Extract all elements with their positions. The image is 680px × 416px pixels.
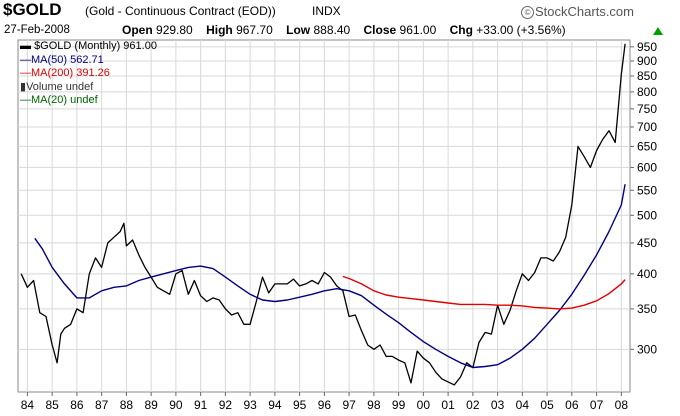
x-tick-label: 95 (293, 398, 307, 412)
y-tick-label: 350 (637, 302, 657, 316)
legend-text-ma50: MA(50) 562.71 (31, 53, 104, 66)
x-tick-label: 08 (615, 398, 629, 412)
legend-item-volume: ▮Volume undef (20, 81, 157, 95)
x-tick-label: 06 (565, 398, 579, 412)
x-tick-label: 92 (219, 398, 233, 412)
legend-marker-volume: ▮ (20, 80, 27, 93)
chart-exchange: INDX (312, 4, 341, 18)
x-tick-label: 88 (120, 398, 134, 412)
y-tick-label: 550 (637, 183, 657, 197)
series-line-ma50 (34, 184, 626, 369)
legend-item-gold: ▬ $GOLD (Monthly) 961.00 (20, 40, 157, 54)
series-line-gold (20, 43, 626, 386)
y-tick-label: 650 (637, 139, 657, 153)
high-label: High (206, 23, 233, 37)
x-tick-label: 98 (367, 398, 381, 412)
open-value: 929.80 (156, 23, 193, 37)
y-tick-label: 800 (637, 85, 657, 99)
x-tick-label: 96 (318, 398, 332, 412)
legend-text-ma20: MA(20) undef (31, 94, 98, 107)
legend-item-ma200: —MA(200) 391.26 (20, 67, 157, 81)
brand-text: StockCharts.com (535, 4, 634, 19)
chart-legend: ▬ $GOLD (Monthly) 961.00 —MA(50) 562.71 … (20, 40, 157, 108)
close-label: Close (363, 23, 397, 37)
x-tick-label: 05 (540, 398, 554, 412)
high-value: 967.70 (236, 23, 273, 37)
x-tick-label: 04 (516, 398, 530, 412)
x-tick-label: 03 (491, 398, 505, 412)
y-tick-label: 600 (637, 160, 657, 174)
chart-description: (Gold - Continuous Contract (EOD)) (85, 4, 276, 18)
y-tick-label: 750 (637, 102, 657, 116)
x-tick-label: 85 (45, 398, 59, 412)
x-tick-label: 01 (441, 398, 455, 412)
y-tick-label: 700 (637, 120, 657, 134)
y-tick-label: 900 (637, 54, 657, 68)
legend-marker-ma200: — (20, 67, 31, 80)
chg-value: +33.00 (+3.56%) (476, 23, 566, 37)
x-tick-label: 94 (268, 398, 282, 412)
close-value: 961.00 (399, 23, 437, 37)
low-label: Low (286, 23, 311, 37)
series-line-ma200 (342, 275, 626, 310)
legend-item-ma50: —MA(50) 562.71 (20, 54, 157, 68)
x-tick-label: 99 (392, 398, 406, 412)
legend-marker-gold: ▬ (20, 40, 31, 52)
x-tick-label: 02 (466, 398, 480, 412)
legend-marker-ma50: — (20, 53, 31, 66)
x-tick-label: 90 (169, 398, 183, 412)
up-triangle-icon (653, 27, 663, 35)
x-tick-label: 87 (95, 398, 109, 412)
low-value: 888.40 (313, 23, 351, 37)
chart-date: 27-Feb-2008 (4, 24, 70, 36)
legend-text-ma200: MA(200) 391.26 (31, 67, 110, 80)
stockcharts-brand[interactable]: © StockCharts.com (521, 4, 634, 19)
ohlc-summary: Open 929.80 High 967.70 Low 888.40 Close… (122, 23, 566, 37)
open-label: Open (122, 23, 153, 37)
y-tick-label: 300 (637, 342, 657, 356)
legend-text-volume: Volume undef (26, 80, 94, 93)
y-tick-label: 950 (637, 40, 657, 54)
x-tick-label: 91 (194, 398, 208, 412)
x-tick-label: 07 (590, 398, 604, 412)
y-tick-label: 850 (637, 69, 657, 83)
chart-symbol: $GOLD (3, 0, 62, 19)
x-tick-label: 97 (342, 398, 356, 412)
y-tick-label: 500 (637, 208, 657, 222)
chg-label: Chg (449, 23, 473, 37)
legend-text-gold: $GOLD (Monthly) 961.00 (34, 40, 157, 52)
x-tick-label: 93 (243, 398, 257, 412)
copyright-icon: © (521, 6, 535, 19)
x-tick-label: 86 (70, 398, 84, 412)
legend-item-ma20: —MA(20) undef (20, 94, 157, 108)
x-tick-label: 84 (21, 398, 35, 412)
y-tick-label: 450 (637, 236, 657, 250)
x-tick-label: 00 (417, 398, 431, 412)
legend-marker-ma20: — (20, 94, 31, 107)
x-tick-label: 89 (144, 398, 158, 412)
y-tick-label: 400 (637, 267, 657, 281)
